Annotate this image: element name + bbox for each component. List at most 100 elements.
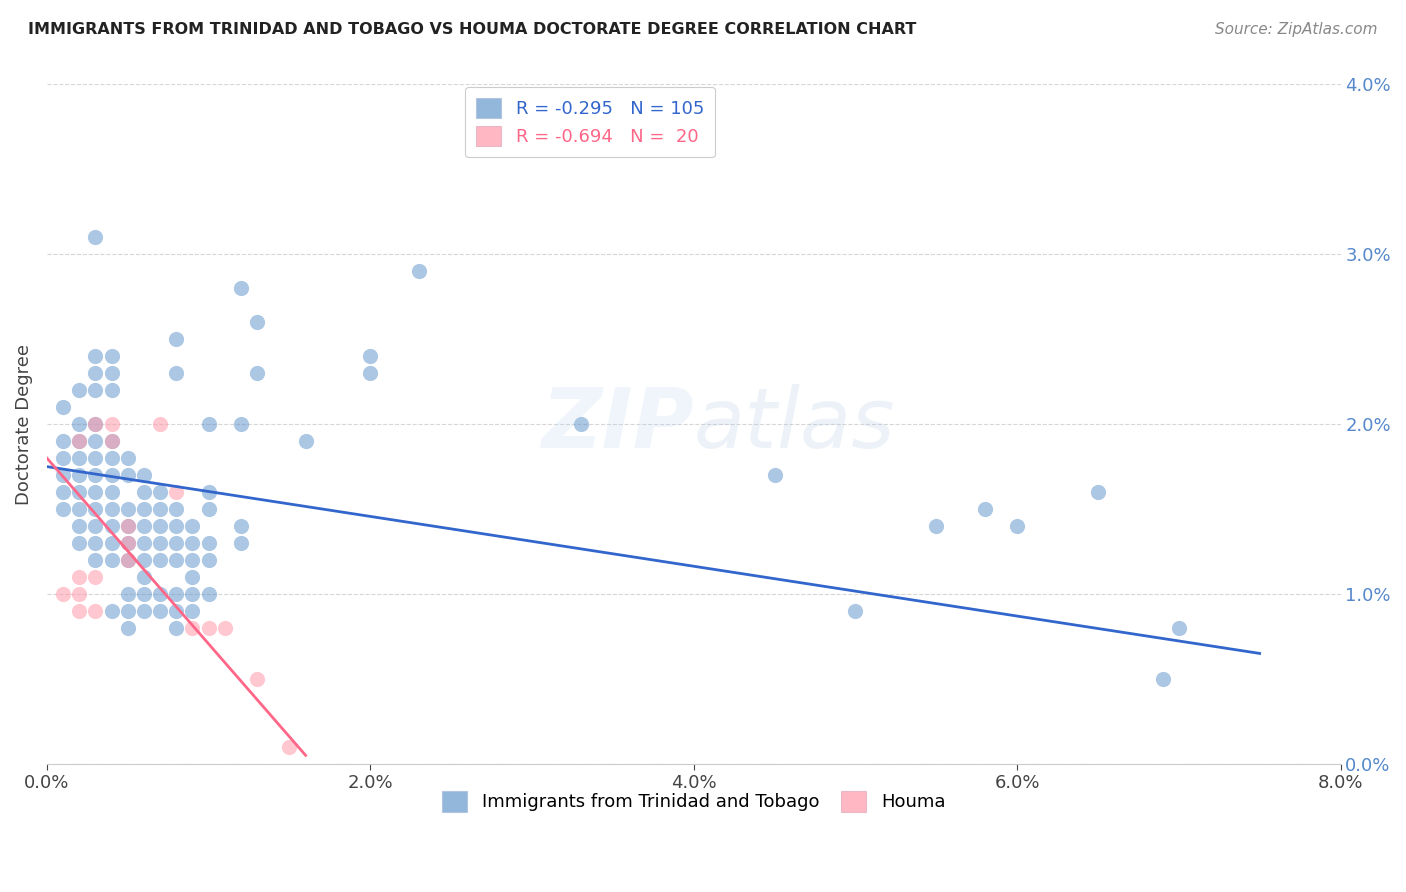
- Point: [408, 264, 430, 278]
- Point: [1087, 485, 1109, 500]
- Point: [181, 621, 204, 635]
- Point: [149, 485, 172, 500]
- Point: [84, 570, 107, 584]
- Point: [100, 502, 122, 516]
- Point: [294, 434, 316, 449]
- Point: [197, 621, 219, 635]
- Point: [132, 570, 155, 584]
- Point: [67, 502, 90, 516]
- Point: [117, 587, 139, 601]
- Point: [165, 621, 187, 635]
- Point: [52, 400, 75, 414]
- Point: [84, 383, 107, 397]
- Point: [84, 451, 107, 466]
- Point: [84, 604, 107, 618]
- Point: [84, 417, 107, 431]
- Point: [67, 604, 90, 618]
- Point: [165, 587, 187, 601]
- Point: [100, 553, 122, 567]
- Point: [84, 536, 107, 550]
- Point: [100, 434, 122, 449]
- Point: [84, 468, 107, 483]
- Point: [165, 332, 187, 346]
- Point: [569, 417, 592, 431]
- Point: [117, 553, 139, 567]
- Point: [84, 434, 107, 449]
- Point: [100, 451, 122, 466]
- Point: [100, 485, 122, 500]
- Point: [117, 451, 139, 466]
- Point: [117, 519, 139, 533]
- Point: [117, 536, 139, 550]
- Point: [132, 519, 155, 533]
- Point: [67, 468, 90, 483]
- Point: [229, 281, 252, 295]
- Point: [181, 587, 204, 601]
- Point: [132, 604, 155, 618]
- Point: [359, 349, 381, 363]
- Point: [165, 485, 187, 500]
- Point: [52, 587, 75, 601]
- Point: [278, 739, 301, 754]
- Point: [1005, 519, 1028, 533]
- Point: [132, 485, 155, 500]
- Point: [117, 621, 139, 635]
- Point: [84, 349, 107, 363]
- Point: [925, 519, 948, 533]
- Point: [67, 570, 90, 584]
- Point: [52, 485, 75, 500]
- Text: Source: ZipAtlas.com: Source: ZipAtlas.com: [1215, 22, 1378, 37]
- Point: [132, 536, 155, 550]
- Point: [149, 604, 172, 618]
- Point: [359, 366, 381, 380]
- Point: [67, 519, 90, 533]
- Point: [52, 468, 75, 483]
- Point: [100, 383, 122, 397]
- Point: [67, 434, 90, 449]
- Point: [67, 587, 90, 601]
- Point: [197, 536, 219, 550]
- Point: [52, 502, 75, 516]
- Point: [844, 604, 866, 618]
- Point: [117, 468, 139, 483]
- Point: [214, 621, 236, 635]
- Point: [100, 604, 122, 618]
- Point: [52, 451, 75, 466]
- Point: [84, 230, 107, 244]
- Point: [165, 519, 187, 533]
- Point: [149, 587, 172, 601]
- Point: [246, 672, 269, 686]
- Point: [132, 553, 155, 567]
- Point: [246, 315, 269, 329]
- Point: [181, 570, 204, 584]
- Point: [149, 417, 172, 431]
- Point: [84, 502, 107, 516]
- Point: [149, 519, 172, 533]
- Point: [132, 502, 155, 516]
- Point: [229, 417, 252, 431]
- Point: [132, 587, 155, 601]
- Point: [149, 553, 172, 567]
- Point: [197, 502, 219, 516]
- Text: IMMIGRANTS FROM TRINIDAD AND TOBAGO VS HOUMA DOCTORATE DEGREE CORRELATION CHART: IMMIGRANTS FROM TRINIDAD AND TOBAGO VS H…: [28, 22, 917, 37]
- Point: [100, 366, 122, 380]
- Point: [67, 383, 90, 397]
- Point: [84, 417, 107, 431]
- Point: [181, 604, 204, 618]
- Point: [181, 553, 204, 567]
- Point: [84, 519, 107, 533]
- Point: [100, 519, 122, 533]
- Point: [197, 417, 219, 431]
- Y-axis label: Doctorate Degree: Doctorate Degree: [15, 343, 32, 505]
- Point: [67, 536, 90, 550]
- Point: [149, 502, 172, 516]
- Point: [149, 536, 172, 550]
- Point: [165, 604, 187, 618]
- Point: [100, 434, 122, 449]
- Point: [117, 536, 139, 550]
- Point: [165, 536, 187, 550]
- Point: [84, 485, 107, 500]
- Legend: Immigrants from Trinidad and Tobago, Houma: Immigrants from Trinidad and Tobago, Hou…: [432, 780, 956, 822]
- Point: [100, 417, 122, 431]
- Point: [52, 434, 75, 449]
